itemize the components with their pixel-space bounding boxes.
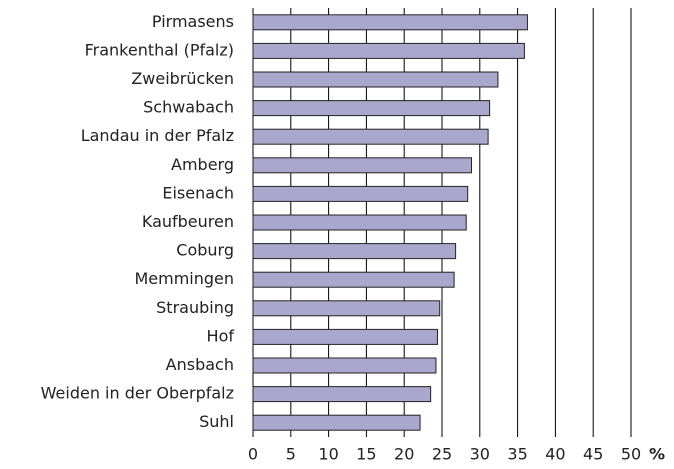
y-tick-label: Schwabach [143,98,234,117]
y-tick-label: Ansbach [166,355,234,374]
x-tick-label: 0 [248,445,258,464]
y-tick-label: Zweibrücken [131,69,234,88]
x-tick-label: 30 [470,445,490,464]
y-tick-label: Hof [207,326,235,345]
x-tick-label: 45 [583,445,603,464]
y-tick-label: Suhl [199,412,234,431]
y-tick-label: Frankenthal (Pfalz) [85,40,234,59]
bar [252,128,489,145]
x-tick-label: 20 [394,445,414,464]
bar [252,185,469,202]
x-tick-label: 50 [621,445,641,464]
y-tick-label: Pirmasens [152,12,234,31]
x-tick-label: 15 [356,445,376,464]
x-tick-label: 35 [507,445,527,464]
bar [252,100,491,117]
bar [252,328,438,345]
y-tick-label: Straubing [156,298,234,317]
x-tick-label: 25 [432,445,452,464]
x-tick-label: 5 [286,445,296,464]
y-tick-label: Eisenach [162,183,234,202]
x-tick-label: 10 [318,445,338,464]
bar [252,14,528,31]
x-tick-label: 40 [545,445,565,464]
bar [252,357,437,374]
bar [252,214,467,231]
x-axis-label: % [649,445,665,464]
bar [252,42,525,59]
y-tick-label: Landau in der Pfalz [81,126,234,145]
y-tick-label: Weiden in der Oberpfalz [41,384,234,403]
bar [252,243,457,260]
bar [252,271,455,288]
bar [252,71,499,88]
bar [252,157,472,174]
bar [252,414,421,431]
y-tick-label: Amberg [171,155,234,174]
bar [252,300,441,317]
bar [252,386,432,403]
y-tick-label: Coburg [176,241,234,260]
y-tick-label: Memmingen [134,269,234,288]
y-tick-label: Kaufbeuren [142,212,234,231]
